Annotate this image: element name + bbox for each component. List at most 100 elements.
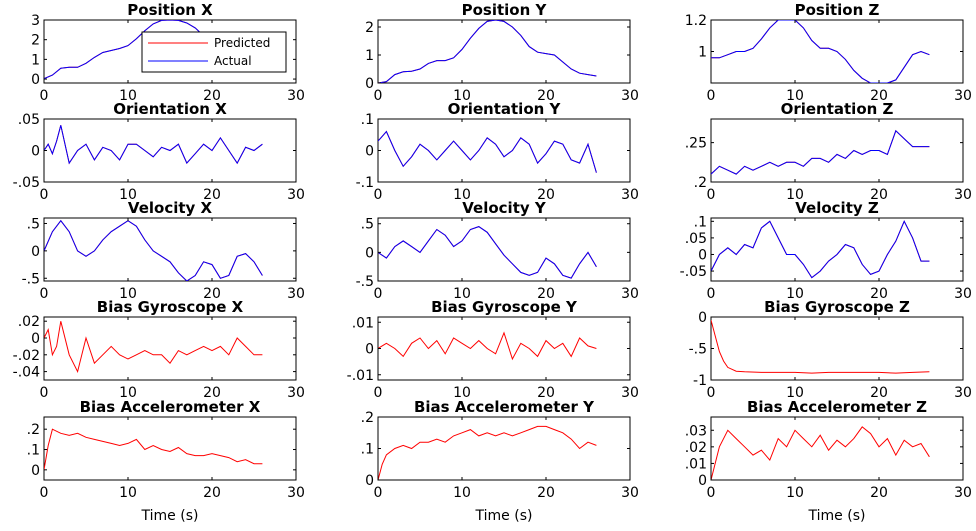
bias-gyroscope-z-ytick-label: -.5 xyxy=(689,342,707,358)
bias-gyroscope-z-title: Bias Gyroscope Z xyxy=(764,298,910,316)
bias-accelerometer-x-xtick-label: 20 xyxy=(203,485,221,501)
orientation-x-xtick-label: 20 xyxy=(203,187,221,203)
velocity-x-xtick-label: 30 xyxy=(287,286,305,302)
bias-accelerometer-z-predicted-line xyxy=(711,426,930,480)
velocity-z-ytick-label: 0 xyxy=(698,247,707,263)
bias-accelerometer-y-ytick-label: .1 xyxy=(361,442,374,458)
position-x-ytick-label: 3 xyxy=(31,13,40,29)
velocity-y-axes-box xyxy=(377,217,631,282)
position-y-axes-box xyxy=(377,19,631,84)
position-z-title: Position Z xyxy=(795,1,880,19)
velocity-x-axes-box xyxy=(43,217,297,282)
bias-accelerometer-x-xtick-label: 10 xyxy=(119,485,137,501)
orientation-z-xtick-label: 20 xyxy=(870,187,888,203)
bias-gyroscope-y-xtick-label: 0 xyxy=(374,385,383,401)
bias-accelerometer-y-subplot: 0 10 20 30 0 .1 .2 Bias Accelerometer Y Time (s) xyxy=(361,398,639,524)
bias-accelerometer-x-ytick-label: .1 xyxy=(27,443,40,459)
position-z-xtick-label: 10 xyxy=(786,88,804,104)
orientation-y-ytick-label: -.1 xyxy=(356,175,374,191)
velocity-z-ytick-label: -.05 xyxy=(680,264,707,280)
velocity-x-ytick-label: 0 xyxy=(31,244,40,260)
orientation-x-ytick-label: 0 xyxy=(31,144,40,160)
bias-gyroscope-z-axes-box xyxy=(710,316,964,381)
bias-gyroscope-z-ytick-label: -1 xyxy=(693,373,707,389)
position-y-ytick-label: 1 xyxy=(365,48,374,64)
bias-gyroscope-x-ytick-label: 0 xyxy=(31,331,40,347)
orientation-z-ytick-label: .25 xyxy=(685,136,707,152)
velocity-z-xtick-label: 20 xyxy=(870,286,888,302)
bias-gyroscope-y-xtick-label: 30 xyxy=(621,385,639,401)
orientation-z-axes-box xyxy=(710,118,964,183)
bias-accelerometer-y-ytick-label: 0 xyxy=(365,473,374,489)
bias-accelerometer-z-title: Bias Accelerometer Z xyxy=(747,398,927,416)
orientation-y-xtick-label: 0 xyxy=(374,187,383,203)
position-y-xtick-label: 10 xyxy=(453,88,471,104)
bias-accelerometer-z-axes-box xyxy=(710,416,964,481)
position-z-ytick-label: 1 xyxy=(698,45,707,61)
position-z-xtick-label: 0 xyxy=(707,88,716,104)
bias-gyroscope-y-predicted-line xyxy=(378,331,597,361)
velocity-y-ytick-label: -.5 xyxy=(356,274,374,290)
velocity-x-xtick-label: 0 xyxy=(40,286,49,302)
position-y-title: Position Y xyxy=(462,1,548,19)
orientation-y-axes-box xyxy=(377,118,631,183)
bias-gyroscope-y-xtick-label: 10 xyxy=(453,385,471,401)
velocity-y-xtick-label: 30 xyxy=(621,286,639,302)
orientation-y-xtick-label: 30 xyxy=(621,187,639,203)
orientation-z-title: Orientation Z xyxy=(781,100,894,118)
bias-gyroscope-x-predicted-line xyxy=(44,321,263,374)
bias-gyroscope-x-title: Bias Gyroscope X xyxy=(97,298,244,316)
orientation-y-actual-line xyxy=(378,130,597,173)
bias-gyroscope-y-ytick-label: .01 xyxy=(352,315,374,331)
orientation-z-xtick-label: 30 xyxy=(954,187,972,203)
orientation-x-ytick-label: .05 xyxy=(18,112,40,128)
bias-accelerometer-z-xtick-label: 0 xyxy=(707,485,716,501)
bias-accelerometer-y-xlabel: Time (s) xyxy=(475,508,533,524)
position-y-ytick-label: 0 xyxy=(365,76,374,92)
bias-gyroscope-z-xtick-label: 20 xyxy=(870,385,888,401)
bias-gyroscope-x-xtick-label: 20 xyxy=(203,385,221,401)
bias-accelerometer-y-title: Bias Accelerometer Y xyxy=(414,398,595,416)
bias-gyroscope-y-ytick-label: -.01 xyxy=(347,368,374,384)
orientation-x-xtick-label: 30 xyxy=(287,187,305,203)
position-y-subplot: 0 10 20 30 0 1 2 Position Y xyxy=(365,1,639,104)
position-z-subplot: 0 10 20 30 1 1.2 Position Z xyxy=(685,1,972,104)
bias-accelerometer-z-xtick-label: 10 xyxy=(786,485,804,501)
bias-gyroscope-x-xtick-label: 10 xyxy=(119,385,137,401)
bias-accelerometer-z-ytick-label: .03 xyxy=(685,423,707,439)
bias-gyroscope-z-predicted-line xyxy=(711,319,930,374)
orientation-y-xtick-label: 20 xyxy=(537,187,555,203)
velocity-x-xtick-label: 10 xyxy=(119,286,137,302)
orientation-x-ytick-label: -.05 xyxy=(13,175,40,191)
velocity-x-ytick-label: .5 xyxy=(27,216,40,232)
bias-gyroscope-z-subplot: 0 10 20 30 -1 -.5 0 Bias Gyroscope Z xyxy=(689,298,972,401)
bias-accelerometer-y-xtick-label: 10 xyxy=(453,485,471,501)
velocity-z-xtick-label: 10 xyxy=(786,286,804,302)
orientation-z-ytick-label: .2 xyxy=(694,175,707,191)
bias-accelerometer-z-subplot: 0 10 20 30 0.01.02.03 Bias Accelerometer Z Tim… xyxy=(685,398,972,524)
bias-accelerometer-x-subplot: 0 10 20 30 0 .1 .2 Bias Accelerometer X Time (s) xyxy=(27,398,305,524)
velocity-z-actual-line xyxy=(711,220,930,279)
velocity-z-axes-box xyxy=(710,217,964,282)
velocity-z-ytick-label: .1 xyxy=(694,214,707,230)
legend-box xyxy=(141,31,287,73)
velocity-x-title: Velocity X xyxy=(128,199,213,217)
bias-accelerometer-x-ytick-label: .2 xyxy=(27,422,40,438)
bias-gyroscope-x-xtick-label: 0 xyxy=(40,385,49,401)
velocity-y-title: Velocity Y xyxy=(462,199,547,217)
orientation-y-title: Orientation Y xyxy=(448,100,562,118)
position-z-actual-line xyxy=(711,20,930,83)
bias-accelerometer-y-xtick-label: 20 xyxy=(537,485,555,501)
bias-accelerometer-y-xtick-label: 30 xyxy=(621,485,639,501)
position-y-xtick-label: 30 xyxy=(621,88,639,104)
legend: Predicted Actual xyxy=(141,31,287,73)
bias-accelerometer-z-xtick-label: 30 xyxy=(954,485,972,501)
velocity-x-ytick-label: -.5 xyxy=(22,271,40,287)
velocity-z-title: Velocity Z xyxy=(795,199,879,217)
bias-accelerometer-y-xtick-label: 0 xyxy=(374,485,383,501)
bias-accelerometer-y-predicted-line xyxy=(378,425,597,480)
